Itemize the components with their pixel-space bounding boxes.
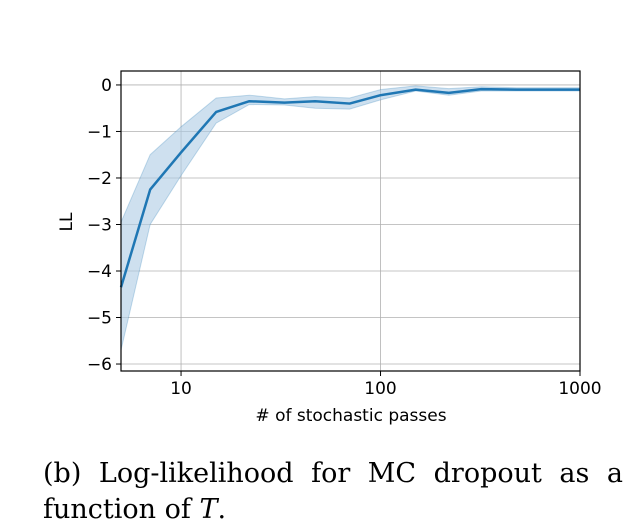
y-tick-label: 0 — [101, 76, 112, 96]
caption-symbol: T — [199, 494, 218, 525]
caption-line-2-prefix: function of — [43, 494, 200, 525]
caption-line-1: (b) Log-likelihood for MC dropout as a — [43, 458, 623, 489]
grid-lines — [121, 71, 581, 371]
y-tick-label: −3 — [87, 215, 112, 235]
y-axis-label: LL — [57, 212, 77, 231]
figure-caption: (b) Log-likelihood for MC dropout as a f… — [43, 456, 623, 528]
x-tick-label: 1000 — [558, 379, 601, 399]
caption-line-2-suffix: . — [217, 494, 227, 525]
y-tick-label: −1 — [87, 122, 112, 142]
y-tick-label: −6 — [87, 355, 112, 375]
confidence-band — [120, 85, 581, 351]
y-tick-label: −2 — [87, 169, 112, 189]
y-tick-label: −5 — [87, 309, 112, 329]
axis-ticks: 10 100 1000 0 −1 −2 −3 −4 −5 −6 — [87, 76, 602, 399]
plot-frame — [120, 70, 581, 372]
x-axis-label: # of stochastic passes — [255, 406, 446, 426]
x-tick-label: 100 — [364, 379, 396, 399]
series-line — [119, 87, 580, 288]
y-tick-label: −4 — [87, 262, 112, 282]
x-tick-label: 10 — [170, 379, 192, 399]
caption-line-2: function of T. — [43, 492, 623, 528]
chart: 10 100 1000 0 −1 −2 −3 −4 −5 −6 # of stochastic p… — [57, 70, 602, 426]
